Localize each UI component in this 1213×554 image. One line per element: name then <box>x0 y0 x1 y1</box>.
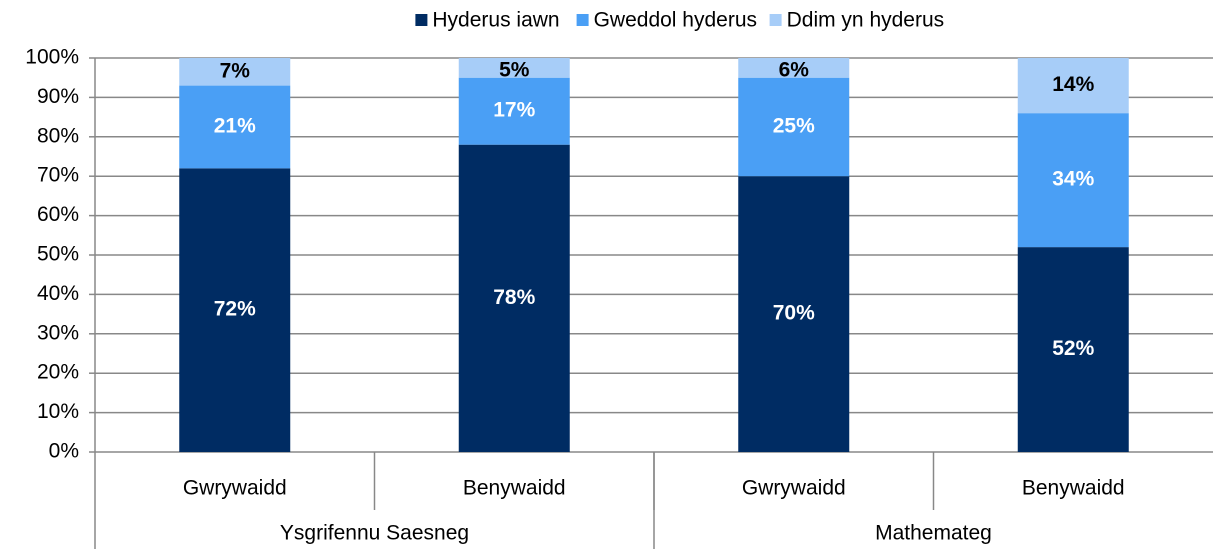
x-tick-label: Benywaidd <box>463 477 566 500</box>
y-tick-label: 30% <box>37 321 79 344</box>
bar-segment <box>1017 58 1129 114</box>
y-tick-label: 60% <box>37 203 79 226</box>
bar-segment <box>738 77 850 177</box>
y-tick-label: 10% <box>37 400 79 423</box>
group-label: Ysgrifennu Saesneg <box>280 522 469 545</box>
x-tick-label: Benywaidd <box>1022 477 1125 500</box>
y-tick-label: 80% <box>37 124 79 147</box>
value-label: 6% <box>779 59 810 82</box>
value-label: 34% <box>1052 168 1094 191</box>
value-label: 7% <box>220 59 251 82</box>
bar-segment <box>1017 247 1129 452</box>
y-tick-label: 0% <box>49 440 79 463</box>
bar-segment <box>738 58 850 78</box>
legend-swatch <box>769 14 782 26</box>
value-label: 78% <box>493 286 535 309</box>
legend-label: Ddim yn hyderus <box>787 9 945 32</box>
legend-swatch <box>415 14 428 26</box>
x-tick-label: Gwrywaidd <box>183 477 287 500</box>
bar-segment <box>179 168 291 452</box>
group-label: Mathemateg <box>875 522 992 545</box>
bar-segment <box>1017 113 1129 248</box>
y-tick-label: 90% <box>37 85 79 108</box>
y-tick-label: 40% <box>37 282 79 305</box>
y-tick-label: 50% <box>37 243 79 266</box>
legend-swatch <box>576 14 589 26</box>
labels: 0% 10% 20% 30% 40% 50% 60% 70% 80% 90% 100% 72% 21% 7… <box>25 9 1124 545</box>
value-label: 72% <box>214 298 256 321</box>
value-label: 52% <box>1052 337 1094 360</box>
value-label: 5% <box>499 59 530 82</box>
value-label: 14% <box>1052 73 1094 96</box>
y-tick-label: 100% <box>25 46 79 69</box>
bar-segment <box>458 58 570 78</box>
value-label: 21% <box>214 114 256 137</box>
value-label: 17% <box>493 99 535 122</box>
bar-segment <box>738 176 850 452</box>
x-tick-label: Gwrywaidd <box>742 477 846 500</box>
value-label: 25% <box>773 114 815 137</box>
bar-segment <box>179 58 291 86</box>
value-label: 70% <box>773 302 815 325</box>
y-tick-label: 70% <box>37 164 79 187</box>
legend-label: Hyderus iawn <box>432 9 559 32</box>
bars <box>179 58 1129 452</box>
bar-segment <box>179 85 291 169</box>
bar-segment <box>458 77 570 145</box>
legend-label: Gweddol hyderus <box>594 9 757 32</box>
bar-segment <box>458 144 570 452</box>
y-tick-label: 20% <box>37 361 79 384</box>
